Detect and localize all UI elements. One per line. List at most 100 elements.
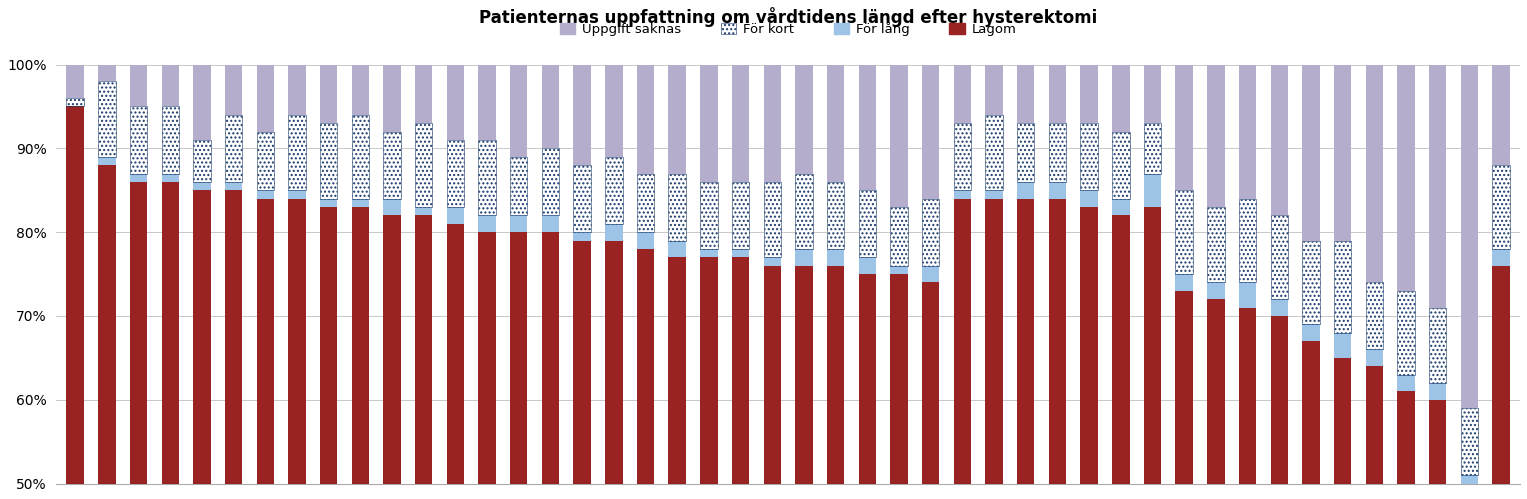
Bar xyxy=(1429,64,1446,307)
Bar xyxy=(321,123,337,199)
Bar xyxy=(224,64,243,115)
Bar xyxy=(954,199,971,499)
Bar xyxy=(796,174,812,249)
Bar xyxy=(1049,123,1066,182)
Bar xyxy=(1208,282,1225,299)
Bar xyxy=(1017,199,1034,499)
Bar xyxy=(669,257,686,499)
Bar xyxy=(1492,249,1510,265)
Bar xyxy=(1208,64,1225,207)
Bar xyxy=(415,216,432,499)
Bar xyxy=(542,64,559,148)
Bar xyxy=(1492,265,1510,499)
Bar xyxy=(890,207,907,265)
Bar xyxy=(510,64,527,157)
Bar xyxy=(1238,64,1257,199)
Bar xyxy=(1144,174,1161,207)
Bar xyxy=(828,64,844,182)
Bar xyxy=(415,207,432,216)
Bar xyxy=(194,182,211,190)
Bar xyxy=(890,64,907,207)
Bar xyxy=(162,106,179,174)
Bar xyxy=(383,64,400,132)
Bar xyxy=(1397,291,1414,375)
Bar xyxy=(1017,123,1034,182)
Bar xyxy=(194,190,211,499)
Bar xyxy=(1335,358,1351,499)
Bar xyxy=(605,224,623,241)
Bar xyxy=(890,207,907,265)
Bar xyxy=(1270,64,1287,216)
Bar xyxy=(954,123,971,190)
Bar xyxy=(1017,64,1034,123)
Bar xyxy=(383,199,400,216)
Bar xyxy=(351,115,370,199)
Bar xyxy=(478,140,496,216)
Bar xyxy=(257,199,273,499)
Bar xyxy=(1303,64,1319,241)
Bar xyxy=(542,232,559,499)
Bar xyxy=(1397,375,1414,391)
Bar xyxy=(415,123,432,207)
Bar xyxy=(510,157,527,216)
Bar xyxy=(1492,165,1510,249)
Bar xyxy=(1397,291,1414,375)
Bar xyxy=(1365,282,1383,349)
Bar xyxy=(637,249,654,499)
Bar xyxy=(796,174,812,249)
Bar xyxy=(985,115,1003,190)
Bar xyxy=(289,115,305,190)
Bar xyxy=(1429,307,1446,383)
Bar xyxy=(1461,484,1478,499)
Bar xyxy=(321,64,337,123)
Bar xyxy=(383,132,400,199)
Bar xyxy=(1238,282,1257,307)
Bar xyxy=(1112,132,1130,199)
Bar xyxy=(257,132,273,190)
Bar xyxy=(257,64,273,132)
Bar xyxy=(1429,307,1446,383)
Bar xyxy=(542,148,559,216)
Bar xyxy=(1303,341,1319,499)
Bar xyxy=(828,182,844,249)
Bar xyxy=(574,232,591,241)
Bar xyxy=(985,64,1003,115)
Bar xyxy=(1081,123,1098,190)
Bar xyxy=(1176,291,1193,499)
Bar xyxy=(194,64,211,140)
Bar xyxy=(321,199,337,207)
Bar xyxy=(731,249,750,257)
Bar xyxy=(447,140,464,207)
Bar xyxy=(130,174,147,182)
Bar xyxy=(922,64,939,199)
Bar xyxy=(764,182,780,257)
Bar xyxy=(701,182,718,249)
Bar xyxy=(1208,207,1225,282)
Bar xyxy=(1144,64,1161,123)
Bar xyxy=(1208,299,1225,499)
Bar xyxy=(130,64,147,106)
Bar xyxy=(922,282,939,499)
Legend: Uppgift saknas, För kort, För lång, Lagom: Uppgift saknas, För kort, För lång, Lago… xyxy=(554,17,1022,41)
Bar xyxy=(194,140,211,182)
Bar xyxy=(1081,190,1098,207)
Bar xyxy=(731,64,750,182)
Bar xyxy=(98,81,116,157)
Bar xyxy=(1176,190,1193,274)
Bar xyxy=(574,165,591,232)
Bar xyxy=(605,64,623,157)
Bar xyxy=(1461,64,1478,408)
Bar xyxy=(351,207,370,499)
Bar xyxy=(922,199,939,265)
Bar xyxy=(731,182,750,249)
Bar xyxy=(1365,64,1383,282)
Bar xyxy=(637,174,654,232)
Bar xyxy=(731,257,750,499)
Bar xyxy=(1492,64,1510,165)
Bar xyxy=(1335,64,1351,241)
Bar xyxy=(605,241,623,499)
Bar xyxy=(67,98,84,106)
Bar xyxy=(98,157,116,165)
Bar xyxy=(1335,241,1351,333)
Bar xyxy=(1335,333,1351,358)
